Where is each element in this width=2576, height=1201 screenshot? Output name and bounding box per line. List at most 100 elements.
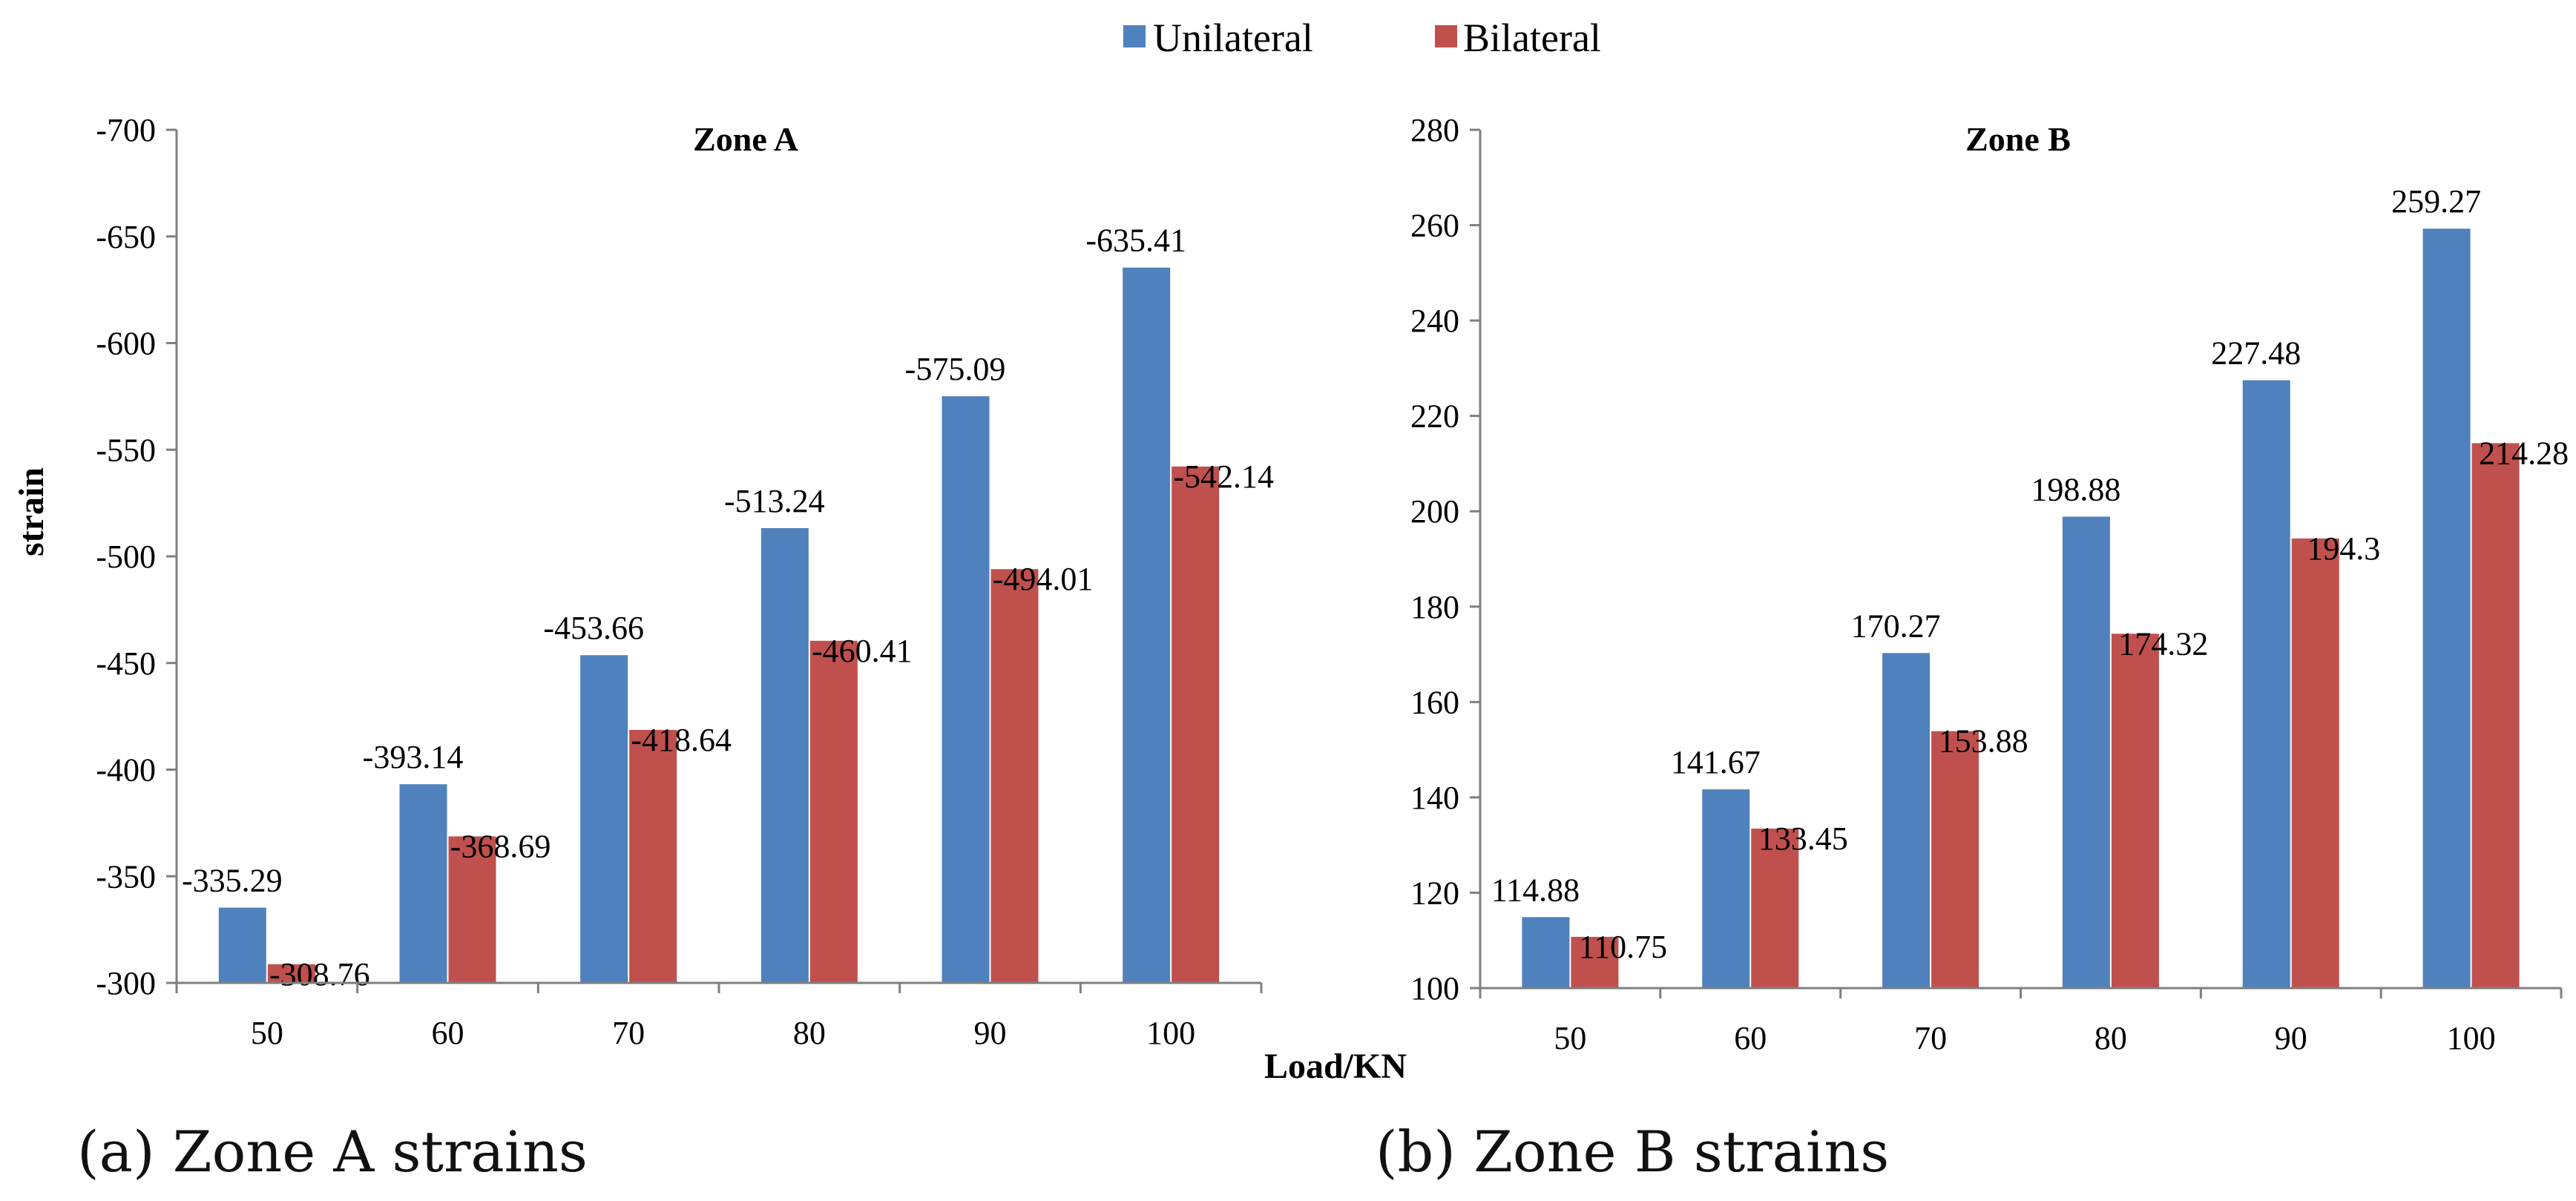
bar-zone-a-bilateral-100 — [1172, 466, 1220, 983]
y-tick-label: 260 — [1410, 208, 1459, 244]
value-label-zone-b-unilateral-100: 259.27 — [2391, 183, 2481, 220]
y-axis-zone-b: 100 120 140 160 180 200 220 240 260 280 — [1410, 112, 1482, 1007]
value-label-zone-a-unilateral-50: -335.29 — [182, 863, 283, 899]
y-axis-label: strain — [12, 467, 51, 556]
bar-zone-a-unilateral-70 — [580, 655, 628, 983]
x-tick-label: 50 — [251, 1015, 283, 1051]
value-labels-zone-a: -335.29 -393.14 -453.66 -513.24 -575.09 -635.… — [182, 223, 1274, 993]
value-label-zone-b-unilateral-80: 198.88 — [2031, 471, 2120, 507]
value-label-zone-a-bilateral-50: -308.76 — [269, 956, 370, 993]
value-label-zone-a-unilateral-70: -453.66 — [543, 610, 644, 646]
legend-label-bilateral: Bilateral — [1463, 16, 1601, 60]
bar-zone-b-unilateral-80 — [2062, 516, 2110, 988]
bar-zone-b-unilateral-60 — [1702, 789, 1750, 988]
y-tick-label: -400 — [96, 752, 156, 789]
bar-zone-b-unilateral-100 — [2422, 228, 2471, 989]
bar-zone-a-bilateral-80 — [809, 640, 858, 983]
bar-zone-b-bilateral-90 — [2291, 538, 2339, 988]
value-label-zone-a-bilateral-100: -542.14 — [1173, 458, 1274, 495]
y-tick-label: 140 — [1410, 780, 1459, 816]
x-tick-label: 60 — [1734, 1020, 1767, 1056]
x-tick-label: 60 — [432, 1015, 464, 1051]
x-tick-label: 90 — [2275, 1020, 2307, 1056]
bar-zone-b-bilateral-50 — [1571, 936, 1619, 988]
value-label-zone-a-bilateral-80: -460.41 — [812, 633, 913, 669]
x-tick-label: 70 — [612, 1015, 645, 1051]
bar-zone-a-unilateral-80 — [760, 527, 809, 983]
y-tick-label: 200 — [1410, 493, 1459, 530]
chart-zone-a: Zone A -700-650-600-550-500-450-400-350-… — [96, 112, 1274, 1051]
x-axis-zone-b: 50 60 70 80 90 100 — [1479, 987, 2563, 1056]
x-axis-label: Load/KN — [1264, 1047, 1407, 1086]
x-tick-label: 90 — [974, 1015, 1007, 1051]
x-tick-label: 100 — [2447, 1020, 2496, 1056]
bar-zone-a-unilateral-100 — [1123, 267, 1171, 983]
bars-zone-b — [1522, 228, 2520, 989]
value-label-zone-b-bilateral-70: 153.88 — [1939, 723, 2028, 760]
bars-zone-a — [218, 267, 1220, 983]
value-label-zone-b-bilateral-90: 194.3 — [2307, 530, 2380, 567]
legend-swatch-bilateral — [1435, 25, 1457, 47]
y-tick-label: 280 — [1410, 112, 1459, 148]
bar-zone-b-unilateral-90 — [2242, 380, 2290, 988]
y-tick-label: -650 — [96, 219, 156, 255]
y-tick-label: -450 — [96, 645, 156, 682]
x-axis-zone-a: 50 60 70 80 90 100 — [175, 981, 1263, 1051]
value-label-zone-a-unilateral-100: -635.41 — [1085, 223, 1186, 259]
value-label-zone-a-bilateral-90: -494.01 — [993, 561, 1094, 597]
value-label-zone-b-unilateral-60: 141.67 — [1671, 744, 1761, 780]
x-tick-label: 80 — [793, 1015, 826, 1051]
y-tick-label: 220 — [1410, 398, 1459, 435]
x-tick-label: 70 — [1914, 1020, 1947, 1056]
y-tick-label: -600 — [96, 326, 156, 362]
value-label-zone-b-unilateral-50: 114.88 — [1491, 872, 1580, 908]
value-label-zone-b-unilateral-90: 227.48 — [2211, 335, 2301, 372]
y-tick-label: -300 — [96, 965, 156, 1001]
bar-zone-a-unilateral-50 — [218, 907, 266, 983]
bar-zone-a-bilateral-50 — [267, 964, 315, 983]
value-label-zone-b-bilateral-50: 110.75 — [1579, 929, 1667, 965]
value-label-zone-a-unilateral-90: -575.09 — [905, 351, 1006, 387]
x-tick-label: 80 — [2094, 1020, 2127, 1056]
value-label-zone-b-unilateral-70: 170.27 — [1851, 608, 1941, 644]
legend-label-unilateral: Unilateral — [1153, 16, 1313, 60]
bar-zone-a-bilateral-90 — [990, 569, 1039, 983]
x-tick-label: 100 — [1146, 1015, 1195, 1051]
y-tick-label: -350 — [96, 858, 156, 895]
value-label-zone-a-bilateral-70: -418.64 — [631, 722, 732, 758]
y-tick-label: 160 — [1410, 684, 1459, 720]
bar-zone-b-bilateral-80 — [2111, 634, 2159, 988]
chart-title-zone-a: Zone A — [693, 120, 798, 158]
value-labels-zone-b: 114.88 141.67 170.27 198.88 227.48 259.27 110.… — [1491, 183, 2569, 965]
bar-zone-a-unilateral-60 — [399, 784, 447, 983]
y-tick-label: 240 — [1410, 303, 1459, 339]
caption-zone-a: (a) Zone A strains — [77, 1119, 588, 1185]
value-label-zone-a-unilateral-80: -513.24 — [724, 483, 825, 519]
bar-zone-b-bilateral-60 — [1751, 828, 1799, 988]
x-tick-label: 50 — [1554, 1020, 1586, 1056]
bar-zone-b-unilateral-70 — [1882, 653, 1931, 988]
y-axis-zone-a: -700 -650 -600 -550 -500 -450 -400 -350 -300 — [96, 112, 178, 1001]
y-tick-label: 180 — [1410, 589, 1459, 625]
y-tick-label: 120 — [1410, 875, 1459, 911]
y-tick-label: -550 — [96, 432, 156, 468]
y-tick-label: -500 — [96, 539, 156, 575]
value-label-zone-b-bilateral-80: 174.32 — [2118, 625, 2208, 662]
y-tick-label: 100 — [1410, 970, 1459, 1007]
chart-title-zone-b: Zone B — [1965, 120, 2071, 158]
bar-zone-a-bilateral-70 — [629, 729, 677, 983]
value-label-zone-b-bilateral-60: 133.45 — [1758, 820, 1848, 857]
bar-zone-a-unilateral-90 — [942, 396, 990, 983]
bar-zone-b-bilateral-70 — [1931, 731, 1979, 988]
chart-zone-b: Zone B 100 120 140 160 180 200 220 240 260 280 11… — [1410, 112, 2569, 1056]
value-label-zone-a-bilateral-60: -368.69 — [450, 829, 551, 865]
legend-swatch-unilateral — [1123, 25, 1146, 47]
value-label-zone-a-unilateral-60: -393.14 — [363, 739, 464, 775]
bar-zone-b-bilateral-100 — [2471, 443, 2520, 988]
bar-zone-a-bilateral-60 — [448, 836, 496, 983]
value-label-zone-b-bilateral-100: 214.28 — [2479, 435, 2569, 471]
caption-zone-b: (b) Zone B strains — [1376, 1119, 1890, 1185]
bar-zone-b-unilateral-50 — [1522, 917, 1570, 988]
y-tick-label: -700 — [96, 112, 156, 148]
